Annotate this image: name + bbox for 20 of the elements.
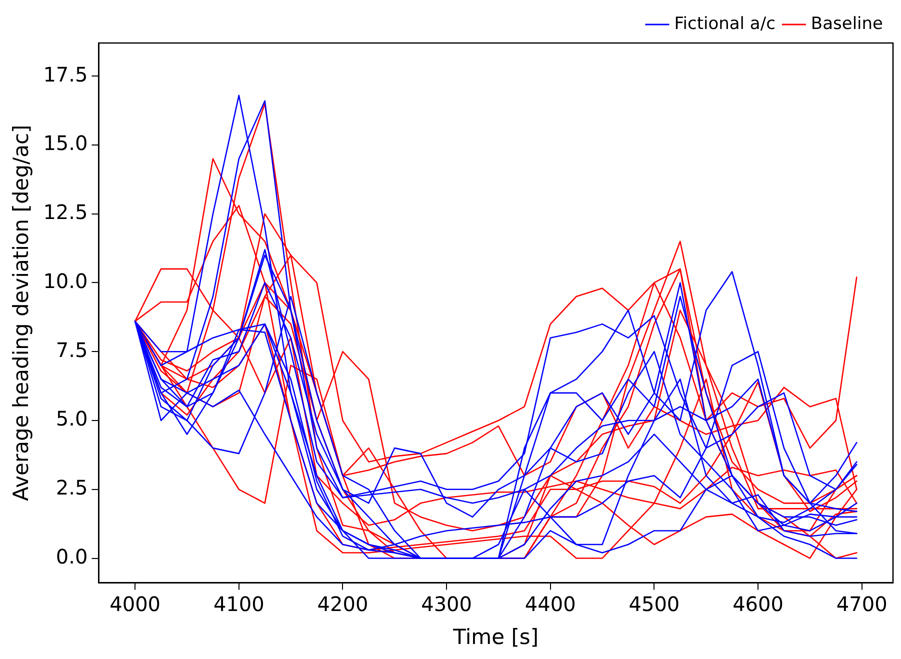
x-tick-label: 4200 [317,592,368,616]
y-axis-title: Average heading deviation [deg/ac] [9,124,34,502]
x-tick-label: 4000 [110,592,161,616]
y-tick-label: 5.0 [56,406,88,431]
y-tick-label: 12.5 [43,200,88,224]
y-tick-label: 17.5 [43,62,88,86]
x-axis-title: Time [s] [452,624,539,649]
x-tick-label: 4600 [732,592,784,616]
legend-label: Baseline [810,14,883,34]
y-tick-label: 2.5 [56,476,88,500]
x-tick-label: 4300 [421,592,472,616]
y-tick-label: 7.5 [56,338,88,362]
x-tick-label: 4500 [628,592,680,616]
y-tick-label: 0.0 [56,544,88,568]
x-tick-label: 4400 [524,592,576,616]
x-tick-label: 4700 [836,592,888,616]
x-tick-label: 4100 [213,592,264,616]
y-tick-label: 15.0 [43,131,88,156]
y-tick-label: 10.0 [43,268,88,293]
legend-label: Fictional a/c [674,14,776,34]
